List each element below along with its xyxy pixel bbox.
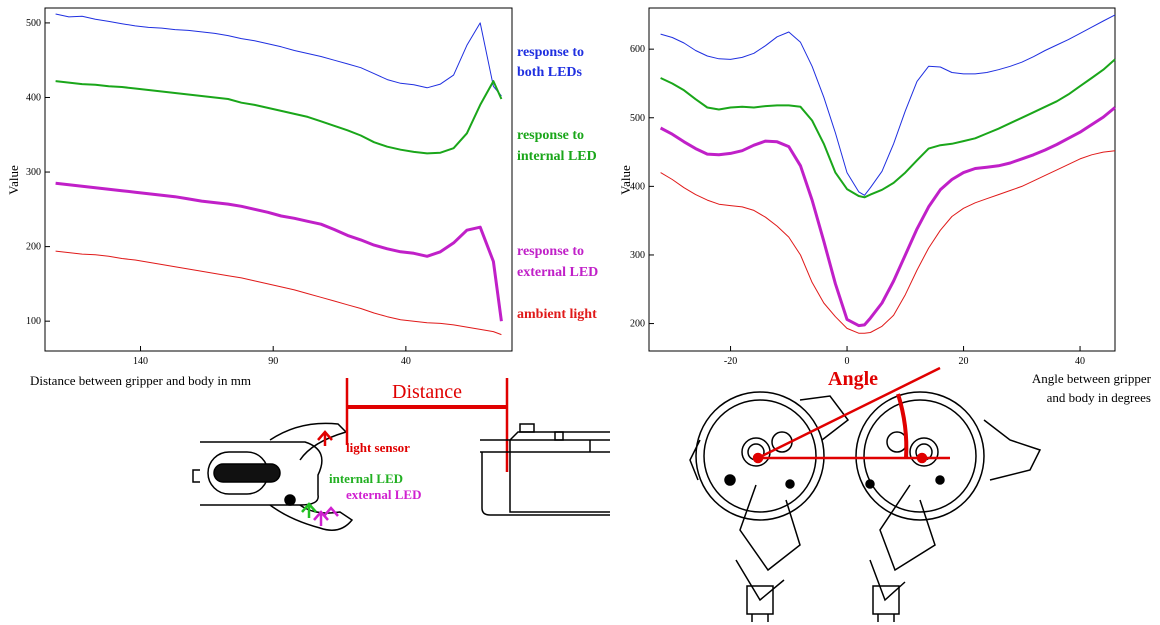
internal-led-icon — [301, 502, 317, 518]
right-ytick-label: 600 — [630, 44, 645, 55]
distance-label: Distance — [392, 381, 462, 403]
right-series-external — [659, 106, 1116, 328]
light-sensor-label: light sensor — [346, 440, 410, 455]
legend-both-line2: both LEDs — [517, 65, 583, 80]
left-ytick-label: 300 — [26, 167, 41, 178]
angle-label: Angle — [828, 368, 878, 390]
left-xtick-label: 40 — [401, 356, 411, 367]
legend-internal-line1: response to — [517, 128, 584, 143]
distance-marker — [345, 378, 509, 472]
left-xtick-label: 90 — [268, 356, 278, 367]
legend-external-line1: response to — [517, 244, 584, 259]
robot-body-illustration — [480, 423, 610, 516]
left-ylabel: Value — [6, 165, 21, 195]
left-legend: response to both LEDs response to intern… — [517, 45, 598, 322]
left-series-internal — [55, 80, 503, 155]
angle-diagram: Angle — [689, 366, 1042, 622]
right-plot-frame — [648, 7, 1116, 352]
gripper-illustration — [192, 422, 354, 531]
left-series-ambient — [55, 250, 502, 336]
external-led-label: external LED — [346, 487, 421, 502]
legend-external-line2: external LED — [517, 265, 598, 280]
angle-marker — [752, 366, 950, 464]
right-chart: -20 0 20 40 200 300 400 500 600 Value Angle betw… — [618, 7, 1152, 405]
left-series-both — [55, 13, 502, 97]
left-plot-frame — [44, 7, 513, 352]
light-sensor-icon — [317, 430, 333, 446]
right-xtick-label: 0 — [845, 356, 850, 367]
distance-diagram: light sensor internal LED external LED D… — [192, 378, 610, 531]
right-series-internal — [660, 58, 1116, 199]
left-xlabel: Distance between gripper and body in mm — [30, 373, 251, 388]
left-chart: 140 90 40 100 200 300 400 500 Value Distance be… — [6, 7, 598, 388]
legend-both-line1: response to — [517, 45, 584, 60]
right-xtick-label: 20 — [959, 356, 969, 367]
external-led-icon — [313, 506, 339, 526]
legend-internal-line2: internal LED — [517, 149, 597, 164]
right-ylabel: Value — [618, 165, 633, 195]
left-ytick-label: 400 — [26, 92, 41, 103]
left-ytick-label: 100 — [26, 316, 41, 327]
right-ytick-label: 400 — [630, 181, 645, 192]
right-xtick-label: -20 — [724, 356, 737, 367]
right-ytick-label: 200 — [630, 319, 645, 330]
right-xlabel-line2: and body in degrees — [1047, 390, 1151, 405]
left-series-external — [55, 181, 503, 322]
legend-ambient: ambient light — [517, 307, 597, 322]
left-ytick-label: 500 — [26, 18, 41, 29]
robot-module-right — [855, 391, 1042, 622]
internal-led-label: internal LED — [329, 471, 403, 486]
left-ytick-label: 200 — [26, 242, 41, 253]
right-xtick-label: 40 — [1075, 356, 1085, 367]
right-series-ambient — [660, 150, 1116, 334]
right-xlabel-line1: Angle between gripper — [1032, 371, 1152, 386]
right-ytick-label: 300 — [630, 250, 645, 261]
right-series-both — [660, 14, 1116, 196]
left-xtick-label: 140 — [133, 356, 148, 367]
right-ytick-label: 500 — [630, 113, 645, 124]
